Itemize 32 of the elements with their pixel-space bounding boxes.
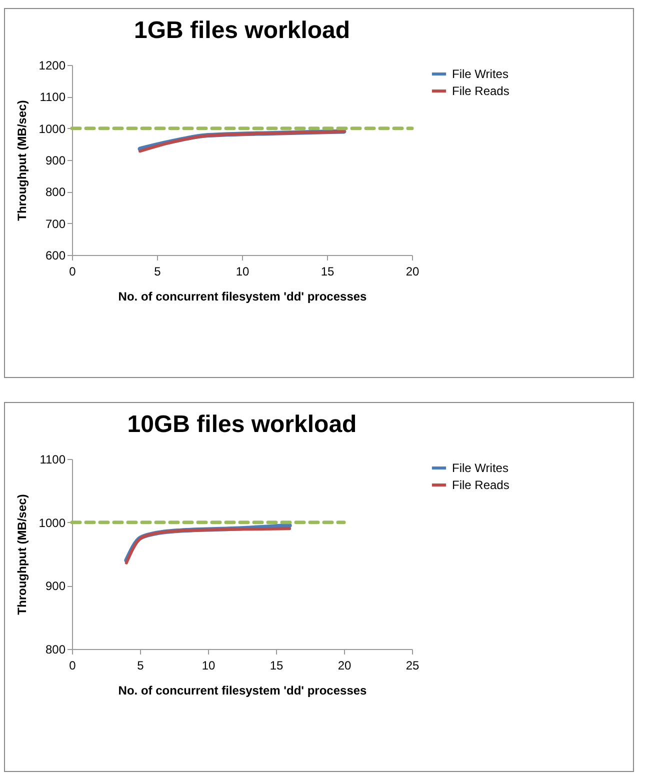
x-axis-title: No. of concurrent filesystem 'dd' processes (118, 684, 368, 698)
x-tick-label: 20 (338, 658, 352, 672)
x-tick-label: 5 (137, 658, 144, 672)
x-tick-label: 15 (320, 264, 334, 278)
legend-label: File Reads (452, 84, 510, 98)
y-tick-label: 800 (45, 642, 66, 656)
y-tick-label: 1000 (38, 516, 66, 530)
legend-label: File Reads (452, 478, 510, 492)
x-tick-label: 25 (406, 658, 420, 672)
x-tick-label: 10 (202, 658, 216, 672)
chart-title: 1GB files workload (134, 17, 350, 44)
y-tick-label: 900 (45, 579, 66, 594)
x-tick-label: 10 (236, 264, 250, 278)
y-axis-title: Throughput (MB/sec) (14, 494, 29, 615)
y-axis-title: Throughput (MB/sec) (14, 100, 29, 221)
x-axis-title: No. of concurrent filesystem 'dd' processes (118, 290, 368, 304)
chart-title: 10GB files workload (127, 411, 357, 438)
legend-label: File Writes (452, 461, 508, 475)
y-tick-label: 1100 (40, 90, 66, 104)
x-tick-label: 0 (69, 658, 76, 672)
y-tick-label: 700 (45, 216, 66, 231)
y-tick-label: 1200 (38, 58, 66, 72)
y-tick-label: 800 (45, 185, 66, 200)
x-tick-label: 5 (154, 264, 162, 278)
x-tick-label: 20 (406, 264, 420, 278)
y-tick-label: 900 (45, 154, 66, 168)
y-tick-label: 600 (45, 248, 66, 262)
x-tick-label: 0 (69, 264, 76, 278)
y-tick-label: 1000 (38, 122, 66, 136)
x-tick-label: 15 (270, 658, 284, 672)
y-tick-label: 1100 (40, 452, 66, 466)
legend-label: File Writes (452, 67, 508, 81)
